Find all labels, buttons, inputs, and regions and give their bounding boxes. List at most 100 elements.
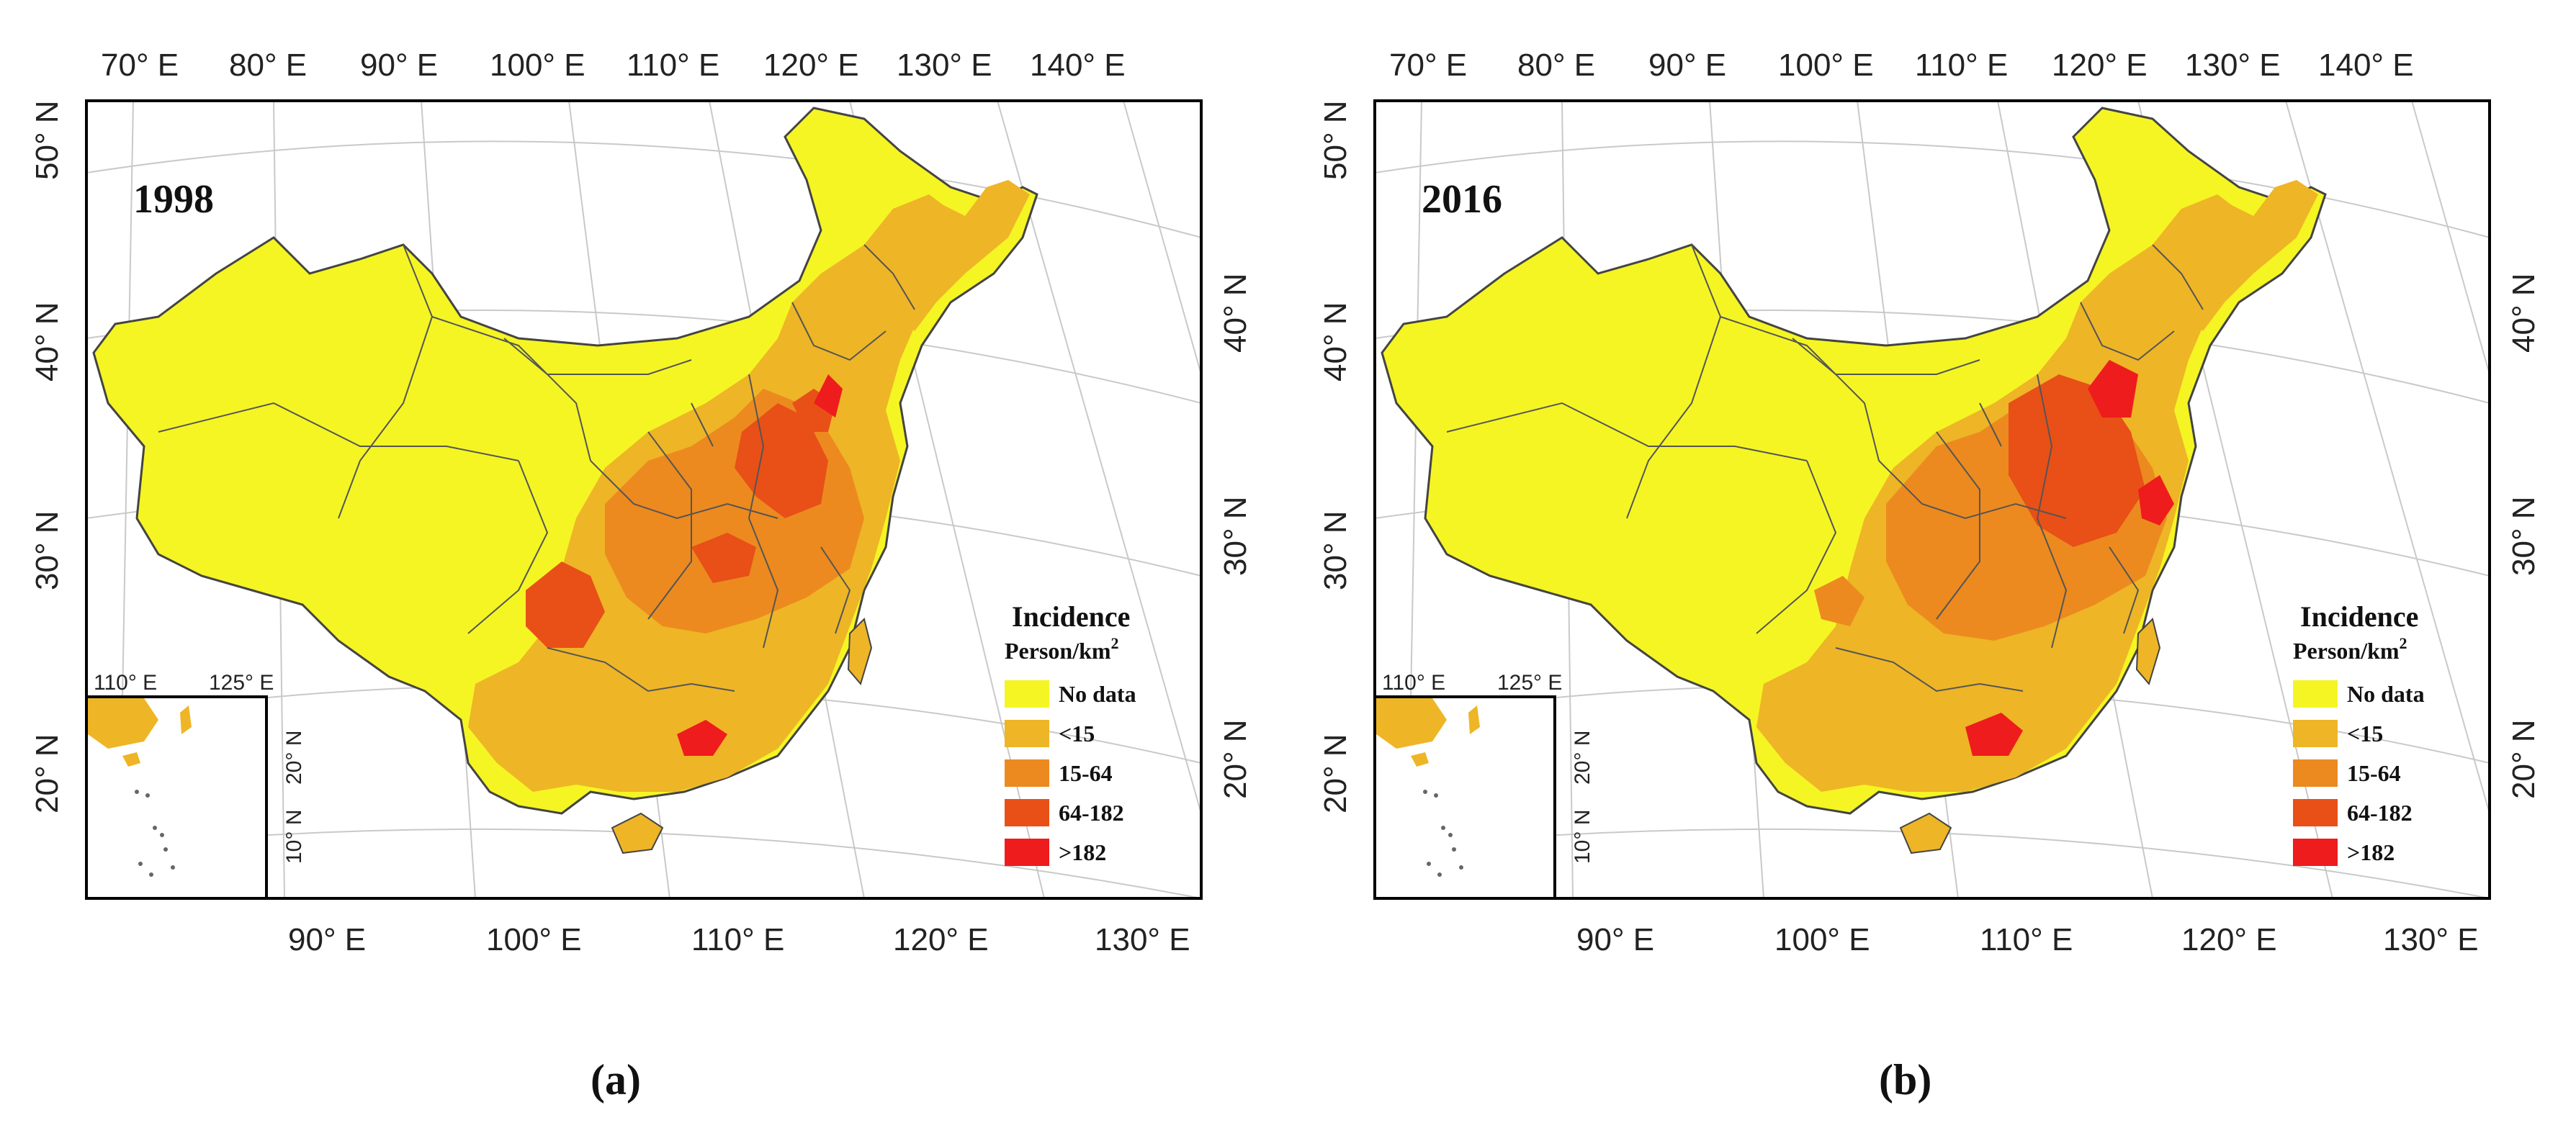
legend-unit: Person/km2	[1005, 634, 1119, 664]
legend-swatch	[1005, 680, 1049, 708]
legend-swatch	[1005, 799, 1049, 826]
legend-label: 15-64	[1059, 760, 1113, 786]
legend-swatch	[1005, 839, 1049, 866]
legend-item: 15-64	[2293, 759, 2401, 787]
map-panel-b: 110° E 125° E 20° N 10° N 2016 70° E 80°…	[1288, 0, 2576, 1128]
legend-label: >182	[2347, 839, 2395, 865]
legend-item: No data	[1005, 680, 1136, 708]
legend-title: Incidence	[2300, 600, 2418, 633]
legend-swatch	[2293, 720, 2338, 747]
year-label: 1998	[133, 177, 214, 222]
lon-tick: 120° E	[2181, 922, 2277, 957]
inset-lat-tick-0: 20° N	[1571, 731, 1594, 785]
legend-label: 64-182	[2347, 800, 2413, 826]
legend-swatch	[2293, 680, 2338, 708]
panel-caption: (b)	[1879, 1056, 1931, 1104]
inset-lat-tick-1: 10° N	[1571, 810, 1594, 864]
legend-swatch	[2293, 799, 2338, 826]
map-border	[1373, 99, 2491, 900]
legend-swatch	[2293, 839, 2338, 866]
lat-tick: 20° N	[2506, 719, 2541, 799]
legend-item: >182	[2293, 839, 2395, 866]
legend-label: No data	[1059, 681, 1136, 707]
inset-lat-tick-1: 10° N	[282, 810, 306, 864]
lon-tick: 90° E	[1576, 922, 1654, 957]
lon-tick: 120° E	[763, 48, 859, 83]
lon-tick: 130° E	[2185, 48, 2281, 83]
legend-title: Incidence	[1012, 600, 1130, 633]
south-china-sea-inset: 110° E 125° E 20° N 10° N	[85, 671, 306, 900]
left-lat-ticks: 50° N 40° N 30° N 20° N	[30, 100, 65, 813]
legend: Incidence Person/km2 No data <15 15-64 6…	[2293, 600, 2425, 866]
legend-swatch	[1005, 720, 1049, 747]
lon-tick: 110° E	[1915, 48, 2008, 83]
lon-tick: 120° E	[893, 922, 989, 957]
legend-label: 15-64	[2347, 760, 2401, 786]
lat-tick: 30° N	[1318, 510, 1353, 590]
lon-tick: 70° E	[101, 48, 179, 83]
map-border	[85, 99, 1203, 900]
lat-tick: 40° N	[1218, 273, 1253, 353]
inset-lon-tick-0: 110° E	[94, 671, 157, 695]
lon-tick: 100° E	[1774, 922, 1870, 957]
lat-tick: 30° N	[2506, 496, 2541, 576]
bottom-lon-ticks: 90° E 100° E 110° E 120° E 130° E	[288, 922, 1190, 957]
lon-tick: 90° E	[360, 48, 438, 83]
right-lat-ticks: 40° N 30° N 20° N	[1218, 273, 1253, 799]
panel-caption: (a)	[591, 1056, 641, 1104]
lon-tick: 110° E	[691, 922, 784, 957]
lon-tick: 90° E	[1648, 48, 1726, 83]
legend-label: No data	[2347, 681, 2425, 707]
lon-tick: 130° E	[2383, 922, 2479, 957]
lat-tick: 20° N	[30, 734, 65, 813]
lon-tick: 140° E	[1030, 48, 1126, 83]
lat-tick: 40° N	[1318, 302, 1353, 382]
inset-lon-tick-1: 125° E	[1497, 671, 1562, 695]
lon-tick: 120° E	[2052, 48, 2148, 83]
legend-label: 64-182	[1059, 800, 1124, 826]
inset-lat-tick-0: 20° N	[282, 731, 306, 785]
lon-tick: 130° E	[897, 48, 992, 83]
left-lat-ticks: 50° N 40° N 30° N 20° N	[1318, 100, 1353, 813]
legend: Incidence Person/km2 No data <15 15-64 6…	[1005, 600, 1136, 866]
legend-swatch	[2293, 759, 2338, 787]
top-lon-ticks: 70° E 80° E 90° E 100° E 110° E 120° E 1…	[101, 48, 1126, 83]
legend-item: <15	[2293, 720, 2383, 747]
lon-tick: 80° E	[229, 48, 307, 83]
inset-lon-tick-1: 125° E	[209, 671, 274, 695]
china-map	[92, 107, 1038, 854]
bottom-lon-ticks: 90° E 100° E 110° E 120° E 130° E	[1576, 922, 2479, 957]
legend-swatch	[1005, 759, 1049, 787]
legend-label: <15	[2347, 721, 2383, 746]
legend-item: >182	[1005, 839, 1106, 866]
lon-tick: 100° E	[490, 48, 585, 83]
lon-tick: 130° E	[1095, 922, 1190, 957]
legend-item: No data	[2293, 680, 2425, 708]
top-lon-ticks: 70° E 80° E 90° E 100° E 110° E 120° E 1…	[1389, 48, 2414, 83]
legend-label: <15	[1059, 721, 1095, 746]
lat-tick: 20° N	[1318, 734, 1353, 813]
map-svg-b: 110° E 125° E 20° N 10° N 2016 70° E 80°…	[1318, 48, 2541, 1104]
right-lat-ticks: 40° N 30° N 20° N	[2506, 273, 2541, 799]
lon-tick: 80° E	[1517, 48, 1595, 83]
legend-label: >182	[1059, 839, 1106, 865]
lon-tick: 110° E	[627, 48, 719, 83]
map-panel-a: 110° E 125° E 20° N 10° N 1998 70° E 80°…	[30, 48, 1253, 1104]
lat-tick: 40° N	[30, 302, 65, 382]
inset-lon-tick-0: 110° E	[1382, 671, 1445, 695]
lon-tick: 140° E	[2318, 48, 2414, 83]
lat-tick: 30° N	[1218, 496, 1253, 576]
lon-tick: 100° E	[486, 922, 582, 957]
lon-tick: 100° E	[1778, 48, 1874, 83]
legend-item: 64-182	[1005, 799, 1124, 826]
legend-item: <15	[1005, 720, 1095, 747]
lat-tick: 30° N	[30, 510, 65, 590]
lon-tick: 70° E	[1389, 48, 1467, 83]
lat-tick: 50° N	[1318, 100, 1353, 180]
china-map	[1381, 107, 2327, 854]
legend-item: 15-64	[1005, 759, 1113, 787]
lat-tick: 50° N	[30, 100, 65, 180]
legend-item: 64-182	[2293, 799, 2413, 826]
map-svg-a: 110° E 125° E 20° N 10° N 1998 70° E 80°…	[30, 48, 1253, 1104]
lon-tick: 110° E	[1980, 922, 2073, 957]
